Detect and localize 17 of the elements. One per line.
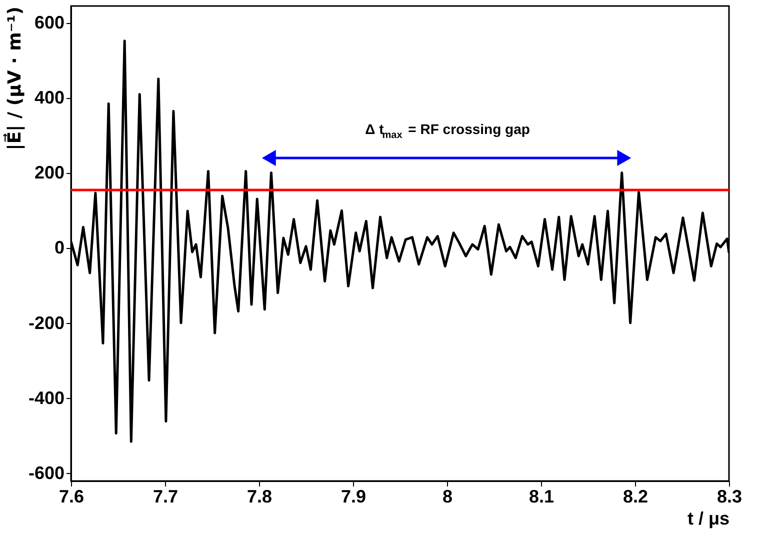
x-tick-label: 7.6 [58, 486, 84, 506]
y-tick-label: -600 [28, 462, 64, 483]
y-tick-label: 0 [54, 238, 64, 258]
y-axis-title: |E⃗| / (μV · m⁻¹) [3, 6, 26, 150]
x-tick-label: 8.1 [528, 486, 554, 506]
x-tick-label: 8.3 [716, 486, 742, 506]
x-tick-label: 7.9 [340, 486, 366, 506]
x-tick-label: 8.2 [622, 486, 648, 506]
y-tick-label: 200 [34, 162, 64, 183]
y-tick-label: 400 [34, 87, 64, 108]
y-tick-label: 600 [34, 12, 64, 32]
y-tick-label: -200 [28, 312, 64, 333]
x-tick-label: 7.8 [246, 486, 272, 506]
x-axis-title: t / μs [687, 508, 730, 528]
x-tick-label: 8 [442, 486, 453, 506]
y-tick-label: -400 [28, 388, 64, 408]
x-tick-label: 7.7 [152, 486, 178, 506]
